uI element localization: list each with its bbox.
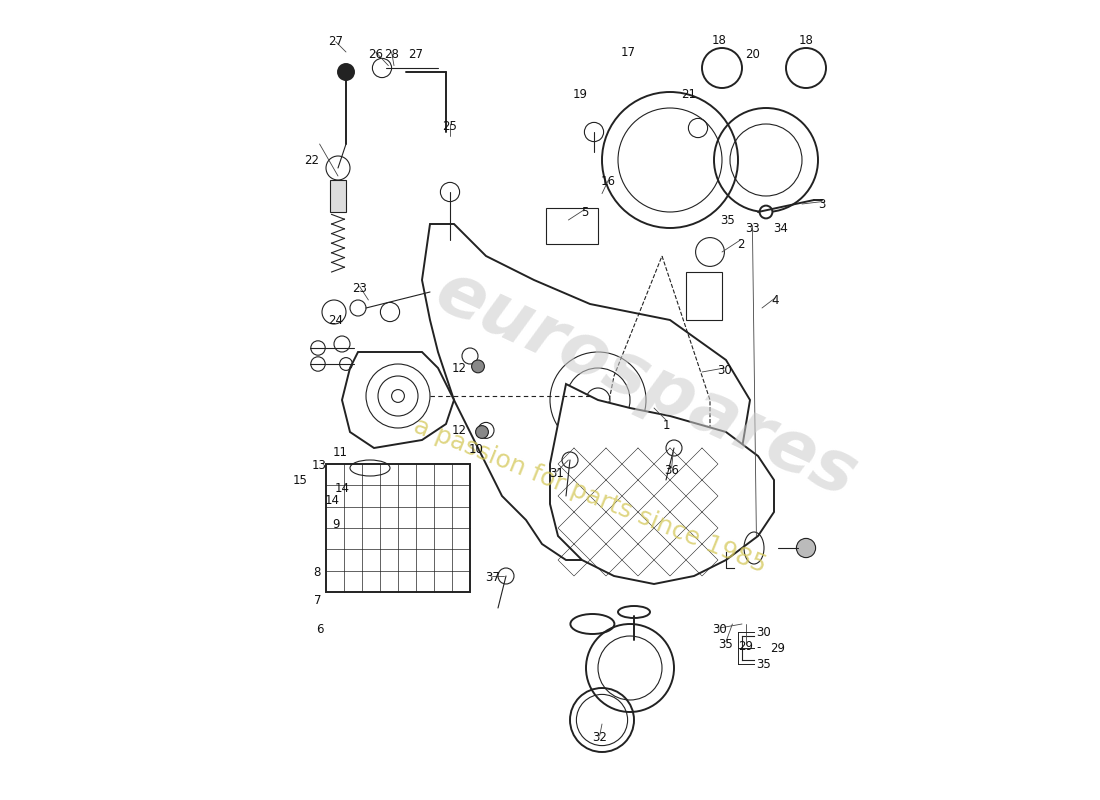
Text: 8: 8	[314, 566, 321, 578]
Circle shape	[475, 426, 488, 438]
Text: 12: 12	[452, 362, 468, 374]
Text: 35: 35	[718, 638, 734, 650]
Text: 23: 23	[352, 282, 367, 294]
Bar	[686, 272, 722, 320]
Text: 32: 32	[592, 731, 607, 744]
Circle shape	[796, 538, 815, 558]
Text: 1: 1	[662, 419, 670, 432]
Bar	[330, 180, 346, 212]
Text: 34: 34	[773, 222, 788, 234]
Text: 15: 15	[293, 474, 308, 486]
Text: 9: 9	[332, 518, 339, 530]
Text: 25: 25	[442, 120, 458, 133]
Bar	[326, 464, 470, 592]
Text: 4: 4	[772, 294, 779, 306]
Polygon shape	[342, 352, 454, 448]
Text: 20: 20	[745, 48, 760, 61]
Text: 18: 18	[712, 34, 727, 46]
Text: 3: 3	[818, 198, 826, 210]
Text: 27: 27	[408, 48, 424, 61]
Text: 35: 35	[757, 658, 771, 670]
Text: 31: 31	[549, 467, 564, 480]
Text: 29: 29	[770, 642, 785, 654]
Text: 19: 19	[573, 88, 587, 101]
Text: 37: 37	[485, 571, 499, 584]
Text: 11: 11	[333, 446, 348, 458]
Text: 35: 35	[720, 214, 735, 226]
Bar	[546, 208, 598, 244]
Text: 26: 26	[368, 48, 383, 61]
Circle shape	[338, 64, 354, 80]
Circle shape	[462, 348, 478, 364]
Text: 18: 18	[799, 34, 813, 46]
Text: 30: 30	[717, 364, 732, 377]
Text: -: -	[757, 642, 761, 654]
Text: 30: 30	[712, 623, 727, 636]
Text: 17: 17	[620, 46, 636, 58]
Text: 10: 10	[469, 443, 484, 456]
Text: 5: 5	[581, 206, 589, 218]
Circle shape	[472, 360, 484, 373]
Text: 24: 24	[328, 314, 343, 326]
Polygon shape	[550, 384, 774, 584]
Text: 28: 28	[384, 48, 399, 61]
Text: 6: 6	[316, 623, 323, 636]
Text: 22: 22	[304, 154, 319, 166]
Text: 12: 12	[452, 424, 468, 437]
Text: 2: 2	[737, 238, 744, 250]
Circle shape	[478, 422, 494, 438]
Text: 29: 29	[738, 640, 754, 653]
Text: 33: 33	[745, 222, 760, 234]
Text: 16: 16	[601, 175, 616, 188]
Text: 27: 27	[328, 35, 343, 48]
Text: eurospares: eurospares	[425, 256, 868, 512]
Text: 13: 13	[312, 459, 327, 472]
Text: 21: 21	[681, 88, 696, 101]
Polygon shape	[422, 224, 750, 560]
Text: 14: 14	[324, 494, 340, 506]
Text: a passion for parts since 1985: a passion for parts since 1985	[410, 414, 770, 578]
Text: 36: 36	[664, 464, 679, 477]
Circle shape	[760, 206, 772, 218]
Text: 7: 7	[315, 594, 321, 607]
Text: 14: 14	[334, 482, 350, 494]
Text: 30: 30	[757, 626, 771, 638]
